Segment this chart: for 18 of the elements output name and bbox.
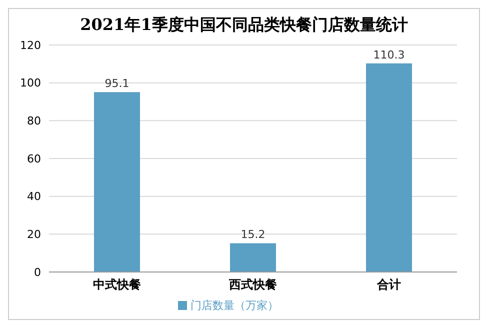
data-label: 95.1 bbox=[104, 77, 130, 90]
x-tick-label: 西式快餐 bbox=[228, 278, 277, 292]
y-tick-label: 0 bbox=[34, 266, 41, 279]
data-label: 15.2 bbox=[240, 228, 266, 242]
y-tick-label: 80 bbox=[27, 114, 41, 128]
x-tick-label: 合计 bbox=[376, 278, 401, 292]
bar bbox=[94, 92, 140, 272]
legend-label: 门店数量（万家） bbox=[190, 299, 278, 312]
y-tick-label: 120 bbox=[20, 38, 41, 52]
x-tick-label: 中式快餐 bbox=[93, 278, 141, 292]
y-tick-label: 100 bbox=[20, 76, 41, 90]
chart-title: 2021年1季度中国不同品类快餐门店数量统计 bbox=[79, 15, 409, 36]
y-tick-label: 40 bbox=[27, 190, 41, 204]
bar bbox=[230, 243, 276, 272]
data-label: 110.3 bbox=[373, 48, 405, 62]
y-tick-label: 60 bbox=[27, 152, 41, 166]
bar bbox=[366, 63, 412, 272]
y-tick-label: 20 bbox=[27, 228, 41, 242]
